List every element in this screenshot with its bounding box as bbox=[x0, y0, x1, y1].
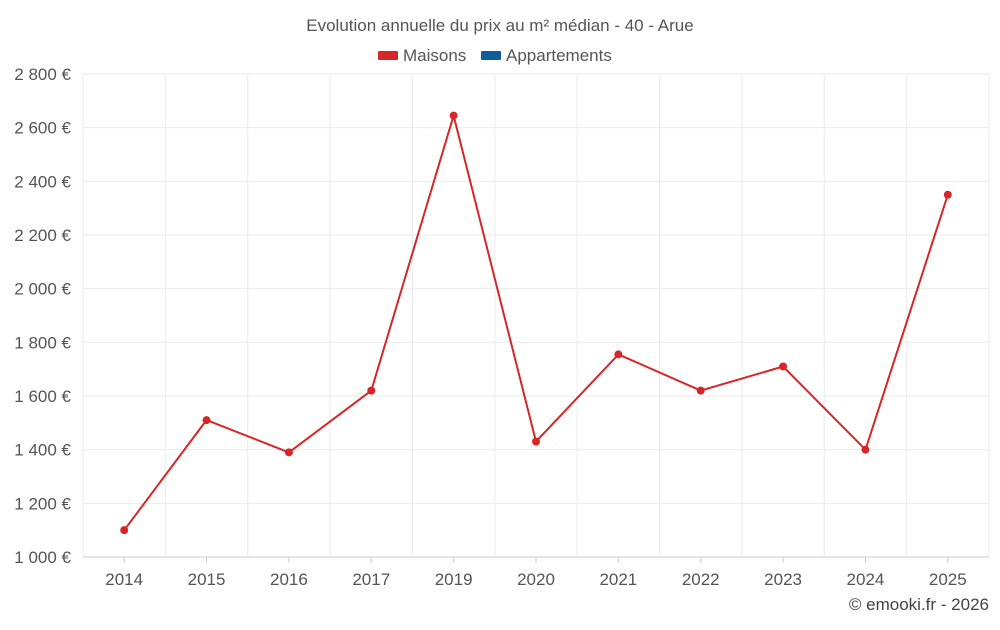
y-tick-label: 2 600 € bbox=[14, 119, 71, 138]
x-tick-label: 2015 bbox=[188, 570, 226, 589]
y-gridlines bbox=[83, 73, 989, 558]
data-point-maisons-2015[interactable] bbox=[202, 416, 211, 425]
x-tick-label: 2017 bbox=[352, 570, 390, 589]
data-point-maisons-2025[interactable] bbox=[943, 190, 952, 199]
data-point-maisons-2019[interactable] bbox=[449, 111, 458, 120]
legend-swatch-maisons bbox=[378, 51, 398, 60]
y-tick-label: 1 400 € bbox=[14, 441, 71, 460]
data-point-maisons-2014[interactable] bbox=[120, 526, 129, 535]
data-point-maisons-2021[interactable] bbox=[614, 350, 623, 359]
x-tick-label: 2019 bbox=[435, 570, 473, 589]
y-tick-label: 1 600 € bbox=[14, 387, 71, 406]
legend-label-maisons[interactable]: Maisons bbox=[403, 46, 466, 65]
y-tick-label: 1 200 € bbox=[14, 494, 71, 513]
y-tick-label: 2 000 € bbox=[14, 280, 71, 299]
credit-text: © emooki.fr - 2026 bbox=[849, 595, 989, 614]
chart-title: Evolution annuelle du prix au m² médian … bbox=[306, 16, 693, 35]
data-point-maisons-2020[interactable] bbox=[532, 437, 540, 446]
x-tick-label: 2021 bbox=[599, 570, 637, 589]
legend-label-appartements[interactable]: Appartements bbox=[506, 46, 612, 65]
x-tick-label: 2016 bbox=[270, 570, 308, 589]
x-tick-label: 2024 bbox=[847, 570, 885, 589]
y-tick-label: 2 200 € bbox=[14, 226, 71, 245]
legend: Maisons Appartements bbox=[378, 46, 612, 65]
data-point-maisons-2017[interactable] bbox=[367, 386, 376, 395]
series-layer bbox=[120, 111, 952, 535]
x-tick-label: 2020 bbox=[517, 570, 555, 589]
x-axis: 2014 2015 2016 2017 2019 2020 2021 2022 2023 2024… bbox=[105, 557, 967, 589]
y-tick-label: 1 800 € bbox=[14, 333, 71, 352]
x-tick-label: 2025 bbox=[929, 570, 967, 589]
data-point-maisons-2024[interactable] bbox=[861, 445, 870, 454]
y-tick-label: 2 800 € bbox=[14, 65, 71, 84]
data-point-maisons-2022[interactable] bbox=[696, 386, 705, 395]
y-tick-label: 1 000 € bbox=[14, 548, 71, 567]
x-tick-label: 2022 bbox=[682, 570, 720, 589]
y-axis: 1 000 € 1 200 € 1 400 € 1 600 € 1 800 € 2 000… bbox=[14, 65, 71, 567]
y-tick-label: 2 400 € bbox=[14, 172, 71, 191]
legend-swatch-appartements bbox=[481, 51, 501, 60]
x-gridlines bbox=[82, 74, 990, 557]
data-point-maisons-2023[interactable] bbox=[779, 362, 788, 371]
data-point-maisons-2016[interactable] bbox=[284, 448, 293, 457]
x-tick-label: 2023 bbox=[764, 570, 802, 589]
x-tick-label: 2014 bbox=[105, 570, 143, 589]
